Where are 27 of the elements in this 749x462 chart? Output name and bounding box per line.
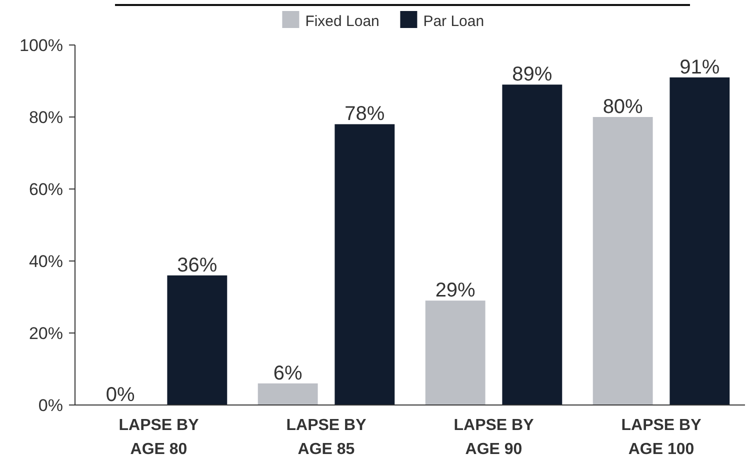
bar xyxy=(334,124,395,405)
legend-label: Fixed Loan xyxy=(305,13,380,30)
data-label: 80% xyxy=(602,96,644,118)
data-label: 91% xyxy=(680,56,720,78)
x-tick-label: LAPSE BY AGE 100 xyxy=(621,417,702,458)
y-tick-label: 60% xyxy=(28,180,63,199)
data-label: 89% xyxy=(512,64,552,86)
bar xyxy=(670,77,730,405)
y-tick-label: 80% xyxy=(28,108,63,127)
data-label: 6% xyxy=(273,362,303,384)
legend-label: Par Loan xyxy=(423,13,484,30)
y-tick-label: 100% xyxy=(20,36,63,55)
bar xyxy=(425,300,486,405)
data-label: 0% xyxy=(106,384,135,406)
bar xyxy=(502,84,562,405)
data-label: 36% xyxy=(177,254,218,276)
bar xyxy=(167,275,228,405)
x-tick-label: LAPSE BY AGE 90 xyxy=(454,417,534,458)
x-tick-label: LAPSE BY AGE 85 xyxy=(286,417,367,458)
bar xyxy=(258,383,318,405)
x-tick-label: LAPSE BY AGE 80 xyxy=(118,417,200,458)
y-tick-label: 40% xyxy=(28,252,63,271)
data-label: 29% xyxy=(435,280,476,302)
y-tick-label: 0% xyxy=(38,396,63,415)
bar xyxy=(592,117,653,405)
y-tick-label: 20% xyxy=(28,324,63,343)
data-label: 78% xyxy=(344,103,385,126)
